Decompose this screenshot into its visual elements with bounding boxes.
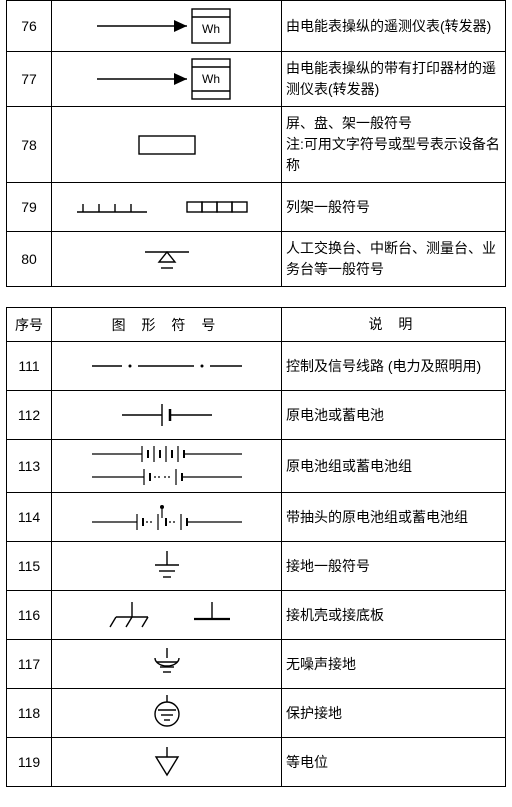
- table-row: 119 等电位: [7, 738, 506, 787]
- table-row: 111 控制及信号线路 (电力及照明用): [7, 342, 506, 391]
- row-number: 115: [7, 542, 52, 591]
- table-row: 79 列架一般符号: [7, 183, 506, 232]
- row-number: 79: [7, 183, 52, 232]
- battery-cell-icon: [112, 400, 222, 430]
- table-row: 112 原电池或蓄电池: [7, 391, 506, 440]
- table-row: 78 屏、盘、架一般符号 注:可用文字符号或型号表示设备名称: [7, 107, 506, 183]
- row-number: 77: [7, 52, 52, 107]
- header-num: 序号: [7, 308, 52, 342]
- svg-text:Wh: Wh: [202, 22, 220, 36]
- chassis-ground-icon: [82, 599, 252, 631]
- row-number: 113: [7, 440, 52, 493]
- table-row: 114 带抽头的原电池组或蓄电池组: [7, 493, 506, 542]
- symbol-cell: [52, 232, 282, 287]
- row-number: 117: [7, 640, 52, 689]
- symbol-cell: [52, 640, 282, 689]
- row-number: 78: [7, 107, 52, 183]
- row-description: 接机壳或接底板: [282, 591, 506, 640]
- meter-transmitter-symbol-icon: Wh: [92, 5, 242, 47]
- row-description: 等电位: [282, 738, 506, 787]
- symbol-cell: [52, 440, 282, 493]
- symbols-table-2: 序号 图 形 符 号 说 明 111 控制及信号线路 (电力及照明用) 112: [6, 307, 506, 787]
- row-description: 由电能表操纵的遥测仪表(转发器): [282, 1, 506, 52]
- symbols-table-1: 76 Wh 由电能表操纵的遥测仪表(转发器) 77: [6, 0, 506, 287]
- symbol-cell: Wh: [52, 1, 282, 52]
- row-description: 接地一般符号: [282, 542, 506, 591]
- protective-ground-icon: [147, 694, 187, 732]
- table-row: 76 Wh 由电能表操纵的遥测仪表(转发器): [7, 1, 506, 52]
- symbol-cell: [52, 493, 282, 542]
- symbol-cell: [52, 542, 282, 591]
- rack-symbol-icon: [67, 196, 267, 218]
- equipotential-icon: [147, 745, 187, 779]
- row-description: 列架一般符号: [282, 183, 506, 232]
- row-number: 80: [7, 232, 52, 287]
- symbol-cell: [52, 689, 282, 738]
- table-row: 77 Wh 由电能表操纵的带有打印器材的遥测仪表(转发器): [7, 52, 506, 107]
- symbol-cell: [52, 183, 282, 232]
- row-description: 原电池或蓄电池: [282, 391, 506, 440]
- symbol-cell: Wh: [52, 52, 282, 107]
- header-sym: 图 形 符 号: [52, 308, 282, 342]
- battery-group-icon: [82, 444, 252, 488]
- row-number: 118: [7, 689, 52, 738]
- row-description: 人工交换台、中断台、测量台、业务台等一般符号: [282, 232, 506, 287]
- ground-symbol-icon: [147, 549, 187, 583]
- row-description: 原电池组或蓄电池组: [282, 440, 506, 493]
- header-desc: 说 明: [282, 308, 506, 342]
- row-number: 114: [7, 493, 52, 542]
- symbol-cell: [52, 107, 282, 183]
- symbol-cell: [52, 342, 282, 391]
- row-number: 116: [7, 591, 52, 640]
- row-number: 111: [7, 342, 52, 391]
- noiseless-ground-icon: [147, 646, 187, 682]
- battery-group-tap-icon: [82, 500, 252, 534]
- row-description: 控制及信号线路 (电力及照明用): [282, 342, 506, 391]
- table-row: 117 无噪声接地: [7, 640, 506, 689]
- table-row: 116 接机壳或接底板: [7, 591, 506, 640]
- row-description: 无噪声接地: [282, 640, 506, 689]
- row-description: 保护接地: [282, 689, 506, 738]
- table-header: 序号 图 形 符 号 说 明: [7, 308, 506, 342]
- symbol-cell: [52, 738, 282, 787]
- symbol-cell: [52, 591, 282, 640]
- table-row: 115 接地一般符号: [7, 542, 506, 591]
- table-row: 113: [7, 440, 506, 493]
- row-number: 112: [7, 391, 52, 440]
- control-signal-line-icon: [82, 358, 252, 374]
- meter-printer-transmitter-icon: Wh: [92, 56, 242, 102]
- row-number: 76: [7, 1, 52, 52]
- row-description: 带抽头的原电池组或蓄电池组: [282, 493, 506, 542]
- table-row: 118 保护接地: [7, 689, 506, 738]
- svg-text:Wh: Wh: [202, 72, 220, 86]
- row-number: 119: [7, 738, 52, 787]
- row-description: 由电能表操纵的带有打印器材的遥测仪表(转发器): [282, 52, 506, 107]
- table-row: 80 人工交换台、中断台、测量台、业务台等一般符号: [7, 232, 506, 287]
- panel-rack-symbol-icon: [127, 130, 207, 160]
- row-description: 屏、盘、架一般符号 注:可用文字符号或型号表示设备名称: [282, 107, 506, 183]
- symbol-cell: [52, 391, 282, 440]
- switchboard-symbol-icon: [137, 244, 197, 274]
